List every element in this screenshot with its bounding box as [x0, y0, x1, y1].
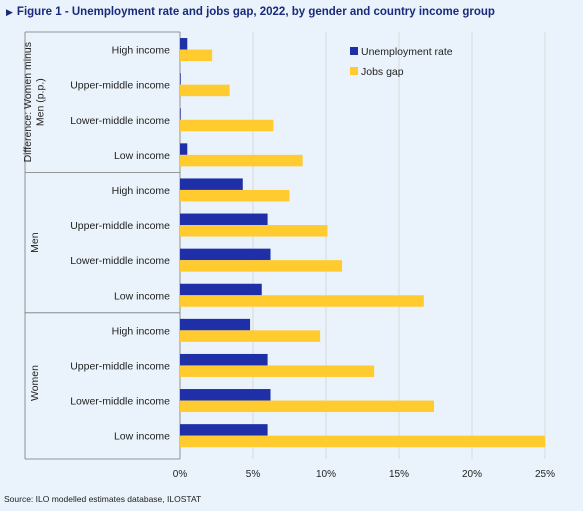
unemployment-bar [180, 213, 268, 226]
category-label: Low income [114, 431, 170, 443]
jobs-gap-bar [180, 119, 274, 132]
unemployment-bar [180, 318, 251, 331]
category-label: Upper-middle income [70, 360, 170, 372]
legend-swatch-unemployment [350, 47, 358, 55]
jobs-gap-bar [180, 435, 545, 448]
jobs-gap-bar [180, 49, 213, 62]
unemployment-bar [180, 143, 188, 155]
legend-label-jobs-gap: Jobs gap [361, 66, 404, 78]
jobs-gap-bar [180, 330, 321, 342]
unemployment-bar [180, 178, 243, 190]
category-label: Lower-middle income [70, 255, 170, 267]
category-label: High income [112, 45, 171, 57]
x-tick-label: 5% [246, 469, 261, 480]
category-label: Lower-middle income [70, 396, 170, 408]
x-tick-label: 20% [462, 469, 482, 480]
category-label: Upper-middle income [70, 220, 170, 232]
unemployment-bar [180, 248, 271, 261]
x-tick-label: 25% [535, 469, 555, 480]
jobs-gap-bar [180, 154, 303, 167]
jobs-gap-bar [180, 295, 424, 307]
unemployment-bar [180, 353, 268, 366]
jobs-gap-bar [180, 189, 290, 202]
group-label: Men [29, 232, 41, 253]
legend-label-unemployment: Unemployment rate [361, 46, 453, 58]
jobs-gap-bar [180, 84, 230, 97]
x-tick-label: 10% [316, 469, 336, 480]
group-label: Women [29, 365, 41, 401]
unemployment-bar [180, 108, 181, 120]
source-note: Source: ILO modelled estimates database,… [4, 494, 202, 504]
unemployment-bar [180, 389, 271, 401]
category-label: Lower-middle income [70, 115, 170, 127]
legend-swatch-jobs-gap [350, 67, 358, 75]
category-label: Low income [114, 150, 170, 162]
unemployment-bar [180, 424, 268, 436]
figure-title: ▶ Figure 1 - Unemployment rate and jobs g… [6, 6, 495, 18]
x-tick-label: 15% [389, 469, 409, 480]
jobs-gap-bar [180, 365, 375, 377]
x-tick-label: 0% [173, 469, 188, 480]
figure-title-text: Figure 1 - Unemployment rate and jobs ga… [16, 6, 495, 18]
unemployment-bar [180, 283, 262, 296]
play-arrow-icon: ▶ [6, 7, 13, 17]
group-label: Difference: Women minusMen (p.p.) [22, 42, 47, 162]
unemployment-bar [180, 38, 188, 50]
jobs-gap-bar [180, 400, 435, 413]
jobs-gap-bar [180, 260, 343, 272]
category-label: High income [112, 325, 171, 337]
category-label: Upper-middle income [70, 80, 170, 92]
jobs-gap-bar [180, 225, 328, 237]
category-label: High income [112, 185, 171, 197]
unemployment-bar [180, 73, 181, 85]
category-label: Low income [114, 290, 170, 302]
